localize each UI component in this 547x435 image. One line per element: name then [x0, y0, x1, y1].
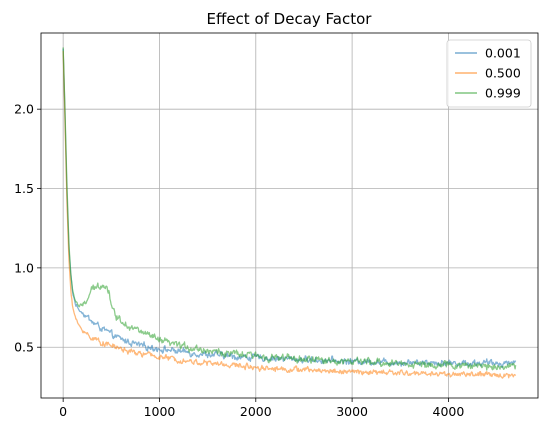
y-tick-label: 1.5: [14, 181, 34, 196]
plot-series: [62, 47, 517, 379]
legend-label: 0.001: [485, 46, 521, 61]
grid: [41, 33, 538, 398]
x-tick-label: 0: [59, 404, 67, 419]
legend-label: 0.500: [485, 66, 521, 81]
axes-frame: [40, 32, 539, 399]
legend-label: 0.999: [485, 86, 521, 101]
legend-box: [446, 39, 532, 108]
y-tick-label: 1.0: [14, 260, 34, 275]
y-tick-label: 0.5: [14, 340, 34, 355]
y-axis: 0.5 1.0 1.5 2.0: [14, 102, 41, 355]
x-axis: 0 1000 2000 3000 4000: [59, 398, 464, 419]
chart-title: Effect of Decay Factor: [207, 10, 373, 28]
legend: 0.001 0.500 0.999: [446, 39, 532, 108]
x-tick-label: 3000: [336, 404, 368, 419]
y-tick-label: 2.0: [14, 102, 34, 117]
x-tick-label: 1000: [144, 404, 176, 419]
x-tick-label: 2000: [240, 404, 272, 419]
series-line: [62, 50, 517, 379]
x-tick-label: 4000: [433, 404, 465, 419]
series-line: [62, 47, 517, 371]
